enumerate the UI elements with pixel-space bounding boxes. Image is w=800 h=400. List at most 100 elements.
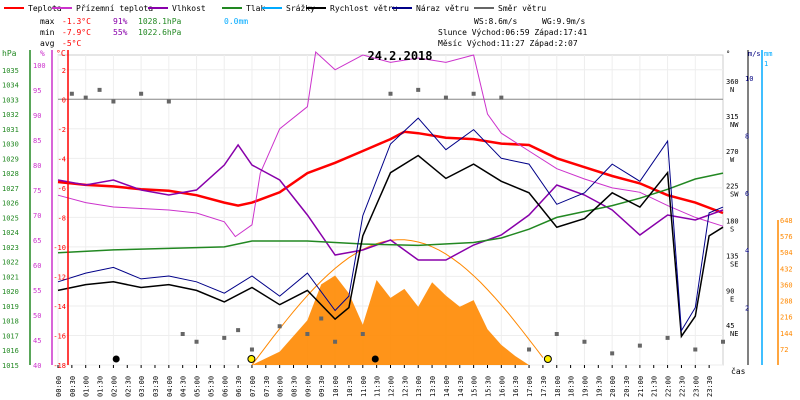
- legend-label: Srážky: [286, 4, 315, 13]
- temperature-tick-label: -16: [53, 332, 66, 340]
- solar-tick-label: 504: [780, 249, 793, 257]
- pressure-tick-label: 1017: [2, 332, 19, 340]
- temperature-tick-label: -12: [53, 273, 66, 281]
- x-tick-label: 00:30: [69, 376, 77, 397]
- x-tick-label: 03:00: [138, 376, 146, 397]
- x-tick-label: 16:00: [498, 376, 506, 397]
- sun-moon-markers: [112, 355, 552, 363]
- pressure-line: [57, 172, 724, 254]
- x-tick-label: 07:00: [249, 376, 257, 397]
- direction-compass-label: NW: [730, 121, 739, 129]
- stat-max-rain: 0.0mm: [224, 17, 248, 26]
- pressure-tick-label: 1026: [2, 200, 19, 208]
- temperature-tick-label: -10: [53, 244, 66, 252]
- legend-label: Směr větru: [498, 4, 546, 13]
- stats-block: max -1.3°C 91% 1028.1hPa 0.0mm min -7.9°…: [40, 17, 587, 48]
- x-tick-label: 21:00: [637, 376, 645, 397]
- x-tick-label: 04:30: [180, 376, 188, 397]
- wind-direction-point: [721, 339, 725, 344]
- direction-tick-label: 45: [726, 322, 734, 330]
- temperature-tick-label: 0: [62, 96, 66, 104]
- x-tick-label: 05:30: [207, 376, 215, 397]
- pressure-tick-label: 1024: [2, 229, 19, 237]
- x-tick-label: 05:00: [194, 376, 202, 397]
- x-tick-label: 13:30: [429, 376, 437, 397]
- axes: 00:00 00:30 01:00 01:30 02:00 02:30 03:00 03:30…: [2, 49, 793, 397]
- x-tick-label: 09:00: [304, 376, 312, 397]
- x-tick-label: 04:00: [166, 376, 174, 397]
- x-tick-label: 21:30: [651, 376, 659, 397]
- x-tick-label: 15:00: [471, 376, 479, 397]
- rain-tick-label: 1: [764, 60, 768, 68]
- wind-unit-label: m/s: [748, 50, 761, 58]
- x-tick-label: 19:30: [595, 376, 603, 397]
- wind-direction-point: [499, 95, 504, 100]
- pressure-unit-label: hPa: [2, 49, 17, 58]
- direction-tick-label: 360: [726, 78, 739, 86]
- direction-tick-label: 135: [726, 252, 739, 260]
- pressure-tick-label: 1025: [2, 214, 19, 222]
- stat-min-label: min: [40, 28, 55, 37]
- temperature-unit-label: °C: [56, 49, 66, 58]
- humidity-tick-label: 45: [33, 337, 41, 345]
- legend-label: Vlhkost: [172, 4, 206, 13]
- stat-sun: Slunce Východ:06:59 Západ:17:41: [438, 28, 587, 37]
- x-tick-label: 11:30: [374, 376, 382, 397]
- x-tick-label: 01:00: [83, 376, 91, 397]
- wind-direction-point: [582, 339, 587, 344]
- x-tick-label: 20:00: [609, 376, 617, 397]
- legend-label: Přízemní teplota: [76, 4, 153, 13]
- x-tick-label: 08:30: [291, 376, 299, 397]
- x-tick-label: 10:30: [346, 376, 354, 397]
- pressure-tick-label: 1033: [2, 96, 19, 104]
- moon-set-marker: [112, 355, 120, 363]
- sun-rise-marker: [247, 355, 256, 363]
- wind-direction-point: [222, 335, 227, 340]
- temperature-tick-label: -8: [58, 214, 66, 222]
- temperature-tick-label: 2: [62, 67, 66, 75]
- direction-unit-label: °: [726, 50, 730, 58]
- legend: Teplota Přízemní teplota Vlhkost Tlak Srážky…: [4, 4, 546, 13]
- wind-direction-point: [388, 91, 393, 96]
- x-tick-label: 11:00: [360, 376, 368, 397]
- humidity-tick-label: 100: [33, 62, 46, 70]
- pressure-tick-label: 1032: [2, 111, 19, 119]
- wind-tick-label: 6: [745, 190, 749, 198]
- solar-max-curve: [251, 239, 544, 366]
- wind-direction-point: [471, 91, 476, 96]
- x-tick-label: 14:30: [457, 376, 465, 397]
- direction-tick-label: 90: [726, 287, 734, 295]
- pressure-tick-label: 1035: [2, 67, 19, 75]
- solar-tick-label: 576: [780, 233, 793, 241]
- x-tick-label: 12:00: [388, 376, 396, 397]
- stat-min-press: 1022.6hPa: [138, 28, 182, 37]
- x-tick-label: 02:00: [110, 376, 118, 397]
- wind-direction-point: [194, 339, 199, 344]
- x-tick-label: 19:00: [581, 376, 589, 397]
- pressure-tick-label: 1027: [2, 185, 19, 193]
- wind-direction-points: [69, 87, 725, 356]
- direction-compass-label: NE: [730, 330, 738, 338]
- chart-title: 24.2.2018: [367, 49, 432, 63]
- humidity-tick-label: 90: [33, 112, 41, 120]
- x-tick-label: 00:00: [55, 376, 63, 397]
- humidity-tick-label: 65: [33, 237, 41, 245]
- x-tick-label: 09:30: [318, 376, 326, 397]
- wind-gust-line: [57, 117, 724, 333]
- pressure-tick-label: 1019: [2, 303, 19, 311]
- solar-area: [251, 275, 530, 365]
- wind-direction-point: [111, 99, 116, 104]
- stat-ws: WS:8.6m/s: [474, 17, 518, 26]
- stat-moon: Měsíc Východ:11:27 Západ:2:07: [438, 39, 578, 48]
- solar-radiation-area: [251, 239, 544, 366]
- wind-direction-point: [416, 87, 421, 92]
- x-tick-label: 23:00: [692, 376, 700, 397]
- direction-tick-label: 315: [726, 113, 739, 121]
- humidity-tick-label: 95: [33, 87, 41, 95]
- stat-avg-temp: -5°C: [62, 39, 81, 48]
- x-tick-label: 06:00: [221, 376, 229, 397]
- direction-compass-label: W: [730, 156, 735, 164]
- humidity-tick-label: 80: [33, 162, 41, 170]
- sun-set-marker: [543, 355, 552, 363]
- pressure-tick-label: 1016: [2, 347, 19, 355]
